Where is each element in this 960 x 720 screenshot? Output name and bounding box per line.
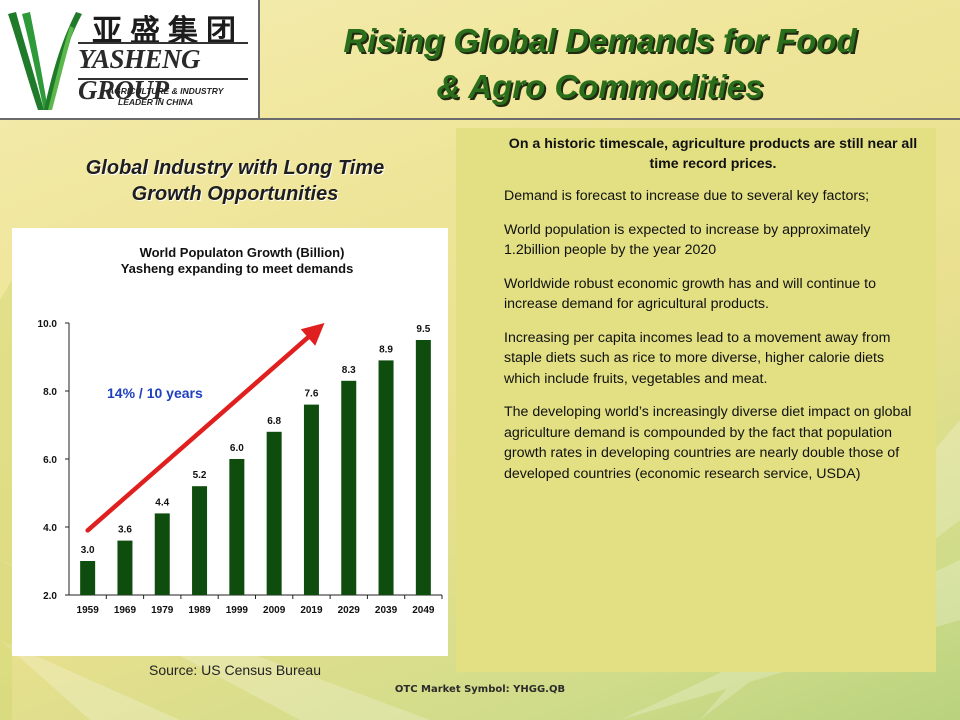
- y-tick-label: 2.0: [43, 591, 57, 602]
- bar-value-label: 3.0: [81, 545, 95, 556]
- y-tick-label: 6.0: [43, 455, 57, 466]
- x-tick-label: 1969: [114, 605, 137, 616]
- bar-value-label: 8.3: [342, 365, 356, 376]
- section-subtitle-line1: Global Industry with Long Time: [85, 157, 385, 179]
- logo-tagline-line1: AGRICULTURE & INDUSTRY: [108, 86, 224, 96]
- logo-divider-bottom: [78, 78, 248, 80]
- x-tick-label: 1979: [151, 605, 174, 616]
- population-chart-svg: World Populaton Growth (Billion) Yasheng…: [38, 245, 443, 616]
- growth-rate-annotation: 14% / 10 years: [107, 385, 203, 401]
- title-divider: [258, 118, 960, 120]
- bar: [117, 540, 133, 595]
- logo-divider-top: [78, 42, 248, 44]
- bar-value-label: 7.6: [304, 389, 318, 400]
- chart-title-line1: World Populaton Growth (Billion): [140, 245, 345, 260]
- bar: [378, 360, 394, 595]
- population-chart: World Populaton Growth (Billion) Yasheng…: [12, 228, 448, 656]
- bar: [303, 404, 319, 595]
- bar-value-label: 6.0: [230, 443, 244, 454]
- bar-value-label: 5.2: [193, 470, 207, 481]
- footer-market-symbol: OTC Market Symbol: YHGG.QB: [394, 684, 566, 695]
- y-tick-label: 8.0: [43, 387, 57, 398]
- trend-arrow-line: [85, 335, 311, 533]
- x-tick-label: 2009: [263, 605, 286, 616]
- bar: [229, 459, 245, 595]
- panel-paragraph: Increasing per capita incomes lead to a …: [504, 329, 891, 387]
- section-subtitle-line2: Growth Opportunities: [131, 183, 339, 205]
- bar-value-label: 4.4: [155, 497, 169, 508]
- x-tick-label: 2019: [300, 605, 323, 616]
- panel-paragraph: The developing world’s increasingly dive…: [504, 404, 912, 482]
- logo-tagline: AGRICULTURE & INDUSTRY LEADER IN CHINA: [108, 86, 223, 108]
- x-tick-label: 2049: [412, 605, 435, 616]
- bar-value-label: 9.5: [416, 324, 430, 335]
- panel-lead: On a historic timescale, agriculture pro…: [508, 136, 918, 172]
- bar: [192, 486, 208, 595]
- x-tick-label: 1989: [188, 605, 211, 616]
- x-tick-label: 1959: [77, 605, 100, 616]
- x-tick-label: 2039: [375, 605, 398, 616]
- text-panel: On a historic timescale, agriculture pro…: [456, 128, 936, 672]
- bar-value-label: 6.8: [267, 416, 281, 427]
- logo-english-name: YASHENG GROUP: [78, 44, 201, 105]
- chart-title-line2: Yasheng expanding to meet demands: [121, 261, 354, 276]
- logo-tagline-line2: LEADER IN CHINA: [118, 97, 194, 107]
- slide-title-line2: & Agro Commodities: [436, 68, 764, 105]
- panel-paragraph: Demand is forecast to increase due to se…: [504, 188, 870, 204]
- company-logo: 亚盛集团 YASHENG GROUP AGRICULTURE & INDUSTR…: [0, 0, 260, 120]
- panel-paragraph: Worldwide robust economic growth has and…: [504, 275, 876, 313]
- x-tick-label: 1999: [226, 605, 249, 616]
- slide-title: Rising Global Demands for Food & Agro Co…: [280, 18, 920, 110]
- slide-title-line1: Rising Global Demands for Food: [343, 22, 857, 59]
- bar-value-label: 8.9: [379, 344, 393, 355]
- bar: [341, 380, 357, 595]
- section-subtitle: Global Industry with Long Time Growth Op…: [40, 155, 430, 207]
- chart-source: Source: US Census Bureau: [149, 662, 321, 678]
- bar: [154, 513, 170, 595]
- y-tick-label: 10.0: [38, 319, 58, 330]
- bar: [80, 561, 96, 595]
- yasheng-v-logo-icon: [8, 12, 82, 110]
- panel-paragraph: World population is expected to increase…: [504, 221, 871, 259]
- x-tick-label: 2029: [338, 605, 361, 616]
- bar: [415, 340, 431, 595]
- bar: [266, 431, 282, 595]
- trend-arrow-head-icon: [300, 323, 325, 346]
- y-tick-label: 4.0: [43, 523, 57, 534]
- bar-value-label: 3.6: [118, 525, 132, 536]
